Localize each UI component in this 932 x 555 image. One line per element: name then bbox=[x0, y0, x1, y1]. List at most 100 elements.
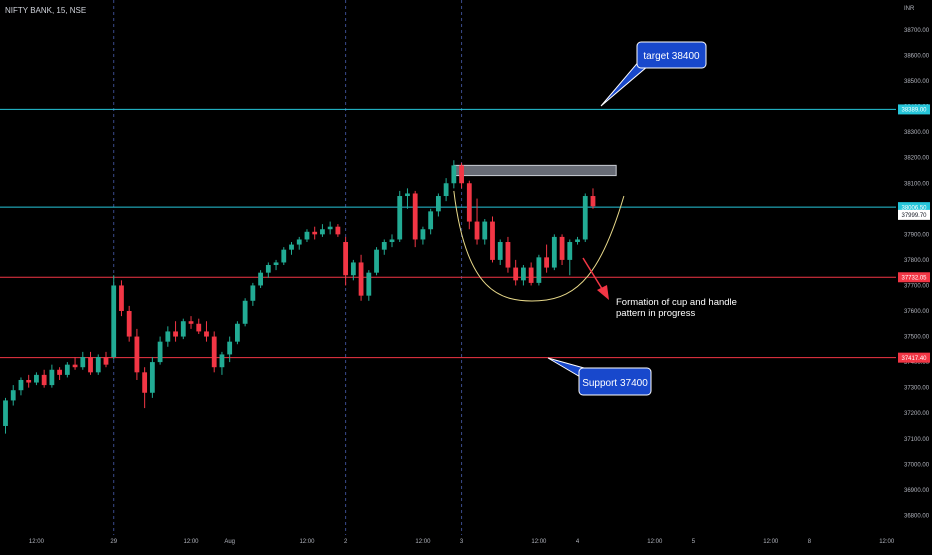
candle-body bbox=[296, 239, 302, 245]
x-tick-label: Aug bbox=[224, 539, 235, 545]
candle-body bbox=[327, 226, 333, 230]
pattern-arrow-shaft bbox=[582, 257, 605, 293]
candle-body bbox=[590, 196, 596, 207]
candle-body bbox=[528, 267, 534, 283]
y-tick-label: 36900.00 bbox=[904, 488, 930, 494]
candle-body bbox=[57, 369, 63, 375]
candle-body bbox=[358, 262, 364, 296]
candle-body bbox=[474, 221, 480, 240]
cup-pattern bbox=[453, 190, 625, 302]
y-tick-label: 37000.00 bbox=[904, 462, 930, 468]
candle-body bbox=[459, 165, 464, 184]
candle-body bbox=[374, 249, 379, 273]
candle-body bbox=[49, 369, 55, 386]
currency-label: INR bbox=[904, 6, 915, 12]
candle-body bbox=[258, 272, 263, 286]
y-tick-label: 37400.00 bbox=[904, 360, 930, 366]
y-tick-label: 38600.00 bbox=[904, 54, 930, 60]
candle-body bbox=[242, 300, 248, 324]
candle-body bbox=[497, 242, 503, 260]
candle-body bbox=[235, 323, 240, 342]
y-tick-label: 37700.00 bbox=[904, 283, 930, 289]
candle-body bbox=[64, 364, 70, 375]
candle-body bbox=[420, 229, 426, 240]
candle-body bbox=[10, 390, 16, 401]
candle-body bbox=[582, 196, 588, 240]
x-tick-label: 8 bbox=[808, 539, 812, 545]
candle-body bbox=[18, 379, 24, 391]
candle-body bbox=[544, 257, 549, 268]
candle-body bbox=[366, 272, 372, 296]
y-tick-label: 37500.00 bbox=[904, 335, 930, 341]
symbol-label: NIFTY BANK, 15, NSE bbox=[5, 6, 86, 15]
support-callout-join bbox=[581, 368, 585, 378]
candle-body bbox=[451, 165, 457, 184]
price-tag-label: 37417.40 bbox=[901, 356, 927, 362]
pattern-annotation-line: Formation of cup and handle bbox=[616, 297, 737, 308]
candle-body bbox=[575, 239, 580, 243]
candle-body bbox=[95, 356, 101, 373]
candle-body bbox=[320, 229, 325, 235]
y-tick-label: 38700.00 bbox=[904, 28, 930, 34]
x-tick-label: 4 bbox=[576, 539, 580, 545]
header: NIFTY BANK, 15, NSE INR bbox=[5, 6, 915, 15]
candle-body bbox=[80, 356, 86, 368]
candle-body bbox=[72, 364, 78, 368]
candle-body bbox=[134, 336, 140, 373]
price-tag-label: 38389.00 bbox=[901, 108, 927, 114]
candle-body bbox=[126, 311, 132, 337]
candle-body bbox=[350, 262, 356, 276]
x-tick-label: 12:00 bbox=[879, 539, 895, 545]
candle-body bbox=[142, 372, 148, 393]
candle-body bbox=[273, 262, 279, 266]
candle-body bbox=[397, 196, 403, 240]
candle-body bbox=[381, 242, 387, 250]
y-tick-label: 37100.00 bbox=[904, 437, 930, 443]
candle-body bbox=[227, 341, 233, 355]
pattern-arrow-head bbox=[597, 285, 609, 300]
y-tick-label: 38100.00 bbox=[904, 181, 930, 187]
x-tick-label: 12:00 bbox=[647, 539, 663, 545]
resistance-box bbox=[453, 164, 617, 177]
candle-body bbox=[289, 244, 294, 250]
price-tag-label: 38006.50 bbox=[901, 205, 927, 211]
price-tag-bg bbox=[898, 272, 930, 283]
target-callout-text: target 38400 bbox=[643, 51, 700, 62]
candle-body bbox=[196, 323, 202, 332]
candle-body bbox=[149, 362, 155, 393]
candle-body bbox=[188, 321, 194, 324]
y-tick-label: 38300.00 bbox=[904, 130, 930, 136]
candle-body bbox=[88, 356, 93, 373]
candle-body bbox=[173, 331, 178, 337]
pattern-annotation-line: pattern in progress bbox=[616, 308, 695, 319]
candle-body bbox=[559, 236, 565, 260]
candle-body bbox=[312, 231, 318, 235]
candle-body bbox=[435, 196, 441, 212]
candle-body bbox=[490, 221, 495, 260]
x-tick-label: 29 bbox=[110, 539, 117, 545]
last-price-tag-label: 37999.70 bbox=[901, 213, 927, 219]
y-tick-label: 37800.00 bbox=[904, 258, 930, 264]
candle-body bbox=[157, 341, 163, 363]
x-tick-label: 3 bbox=[460, 539, 464, 545]
candle-body bbox=[428, 211, 434, 230]
price-tag-label: 37732.05 bbox=[901, 275, 927, 281]
candle-body bbox=[405, 193, 410, 197]
x-tick-label: 12:00 bbox=[299, 539, 315, 545]
target-callout-box bbox=[636, 41, 707, 69]
support-callout-text: Support 37400 bbox=[582, 378, 648, 389]
horizontal-levels bbox=[0, 108, 896, 359]
candle-body bbox=[165, 331, 171, 342]
candle-body bbox=[3, 400, 8, 426]
price-tag-bg bbox=[898, 352, 930, 363]
x-tick-label: 5 bbox=[692, 539, 696, 545]
candle-body bbox=[304, 231, 310, 240]
last-price-tag-bg bbox=[898, 209, 930, 220]
candle-body bbox=[567, 242, 573, 260]
y-axis: 38700.0038600.0038500.0038400.0038300.00… bbox=[898, 28, 930, 519]
candle-body bbox=[505, 242, 511, 268]
price-tag-bg bbox=[898, 202, 930, 213]
candle-body bbox=[34, 374, 39, 383]
candle-body bbox=[180, 321, 186, 337]
